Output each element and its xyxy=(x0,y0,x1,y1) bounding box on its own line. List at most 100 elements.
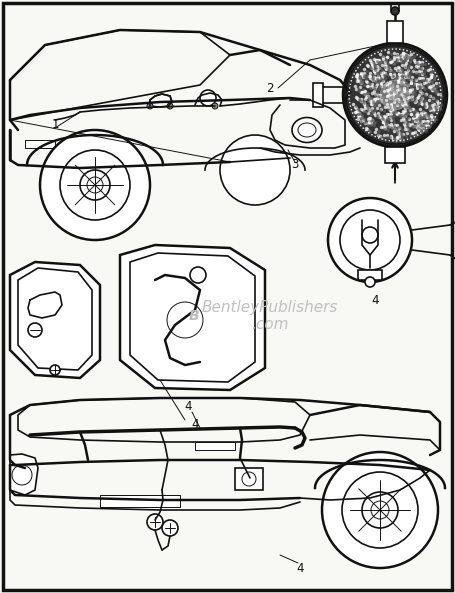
Point xyxy=(364,91,371,101)
Point xyxy=(427,113,435,123)
Point xyxy=(399,78,406,87)
Point xyxy=(380,97,387,106)
Point xyxy=(405,51,413,60)
Point xyxy=(395,69,402,78)
Point xyxy=(417,79,424,89)
Point xyxy=(417,66,425,75)
Point xyxy=(394,126,402,136)
Point xyxy=(403,58,410,68)
Point xyxy=(390,93,397,103)
Point xyxy=(377,63,384,73)
Point xyxy=(353,84,360,94)
Point xyxy=(377,95,384,104)
Point xyxy=(372,94,379,104)
Point xyxy=(378,113,385,123)
Point xyxy=(359,116,367,125)
Bar xyxy=(387,21,403,43)
Point xyxy=(406,60,413,70)
Point xyxy=(410,51,417,60)
Point xyxy=(383,99,390,109)
Point xyxy=(366,94,373,104)
Point xyxy=(404,56,411,65)
Point xyxy=(381,123,389,133)
Circle shape xyxy=(40,130,150,240)
Point xyxy=(372,73,379,82)
Point xyxy=(366,125,373,135)
Point xyxy=(403,108,410,117)
Point xyxy=(401,78,409,88)
Point xyxy=(355,74,362,83)
Point xyxy=(368,83,375,93)
Point xyxy=(410,87,417,97)
Point xyxy=(419,107,426,116)
Point xyxy=(411,78,418,87)
Point xyxy=(431,72,439,82)
Point xyxy=(393,92,400,101)
Point xyxy=(398,66,405,75)
Point xyxy=(398,55,405,64)
Point xyxy=(367,116,374,125)
Point xyxy=(364,100,371,110)
Point xyxy=(372,57,379,66)
Point xyxy=(404,110,411,119)
Point xyxy=(384,102,392,111)
Point xyxy=(417,122,424,131)
Point xyxy=(376,49,384,59)
Point xyxy=(394,71,401,81)
Point xyxy=(411,93,419,103)
Point xyxy=(364,105,372,114)
Point xyxy=(423,75,430,84)
Point xyxy=(415,60,422,69)
Point xyxy=(423,101,430,111)
Point xyxy=(374,98,381,108)
Circle shape xyxy=(28,323,42,337)
Point xyxy=(375,127,383,136)
Point xyxy=(371,111,379,120)
Point xyxy=(372,62,379,71)
Point xyxy=(388,81,395,91)
Point xyxy=(418,100,425,109)
Point xyxy=(391,63,399,73)
Point xyxy=(407,78,415,88)
Point xyxy=(388,99,395,109)
Point xyxy=(429,103,436,112)
Point xyxy=(404,88,411,98)
Point xyxy=(387,132,394,141)
Point xyxy=(360,118,367,127)
Point xyxy=(398,58,405,67)
Point xyxy=(363,75,370,84)
Point xyxy=(403,124,410,133)
Point xyxy=(422,75,430,84)
Point xyxy=(356,109,363,119)
Point xyxy=(377,58,384,67)
Point xyxy=(409,89,416,98)
Point xyxy=(427,114,435,124)
Point xyxy=(432,102,439,111)
Circle shape xyxy=(342,472,418,548)
Point xyxy=(372,127,379,136)
Point xyxy=(371,83,379,93)
Point xyxy=(369,115,376,125)
Point xyxy=(430,83,437,93)
Bar xyxy=(100,495,180,507)
Point xyxy=(364,61,372,71)
Point xyxy=(407,85,414,95)
Point xyxy=(375,94,382,104)
Point xyxy=(381,87,388,96)
Circle shape xyxy=(167,103,173,109)
Point xyxy=(432,107,440,116)
Point xyxy=(368,88,375,98)
Point xyxy=(354,114,362,123)
Point xyxy=(401,97,409,107)
Point xyxy=(399,86,406,95)
Circle shape xyxy=(346,46,444,144)
Point xyxy=(383,95,390,104)
Point xyxy=(387,115,394,125)
Point xyxy=(434,101,441,111)
Point xyxy=(402,115,410,125)
Circle shape xyxy=(365,277,375,287)
Point xyxy=(429,70,436,79)
Point xyxy=(385,66,392,76)
Point xyxy=(355,104,362,113)
Point xyxy=(407,49,415,59)
